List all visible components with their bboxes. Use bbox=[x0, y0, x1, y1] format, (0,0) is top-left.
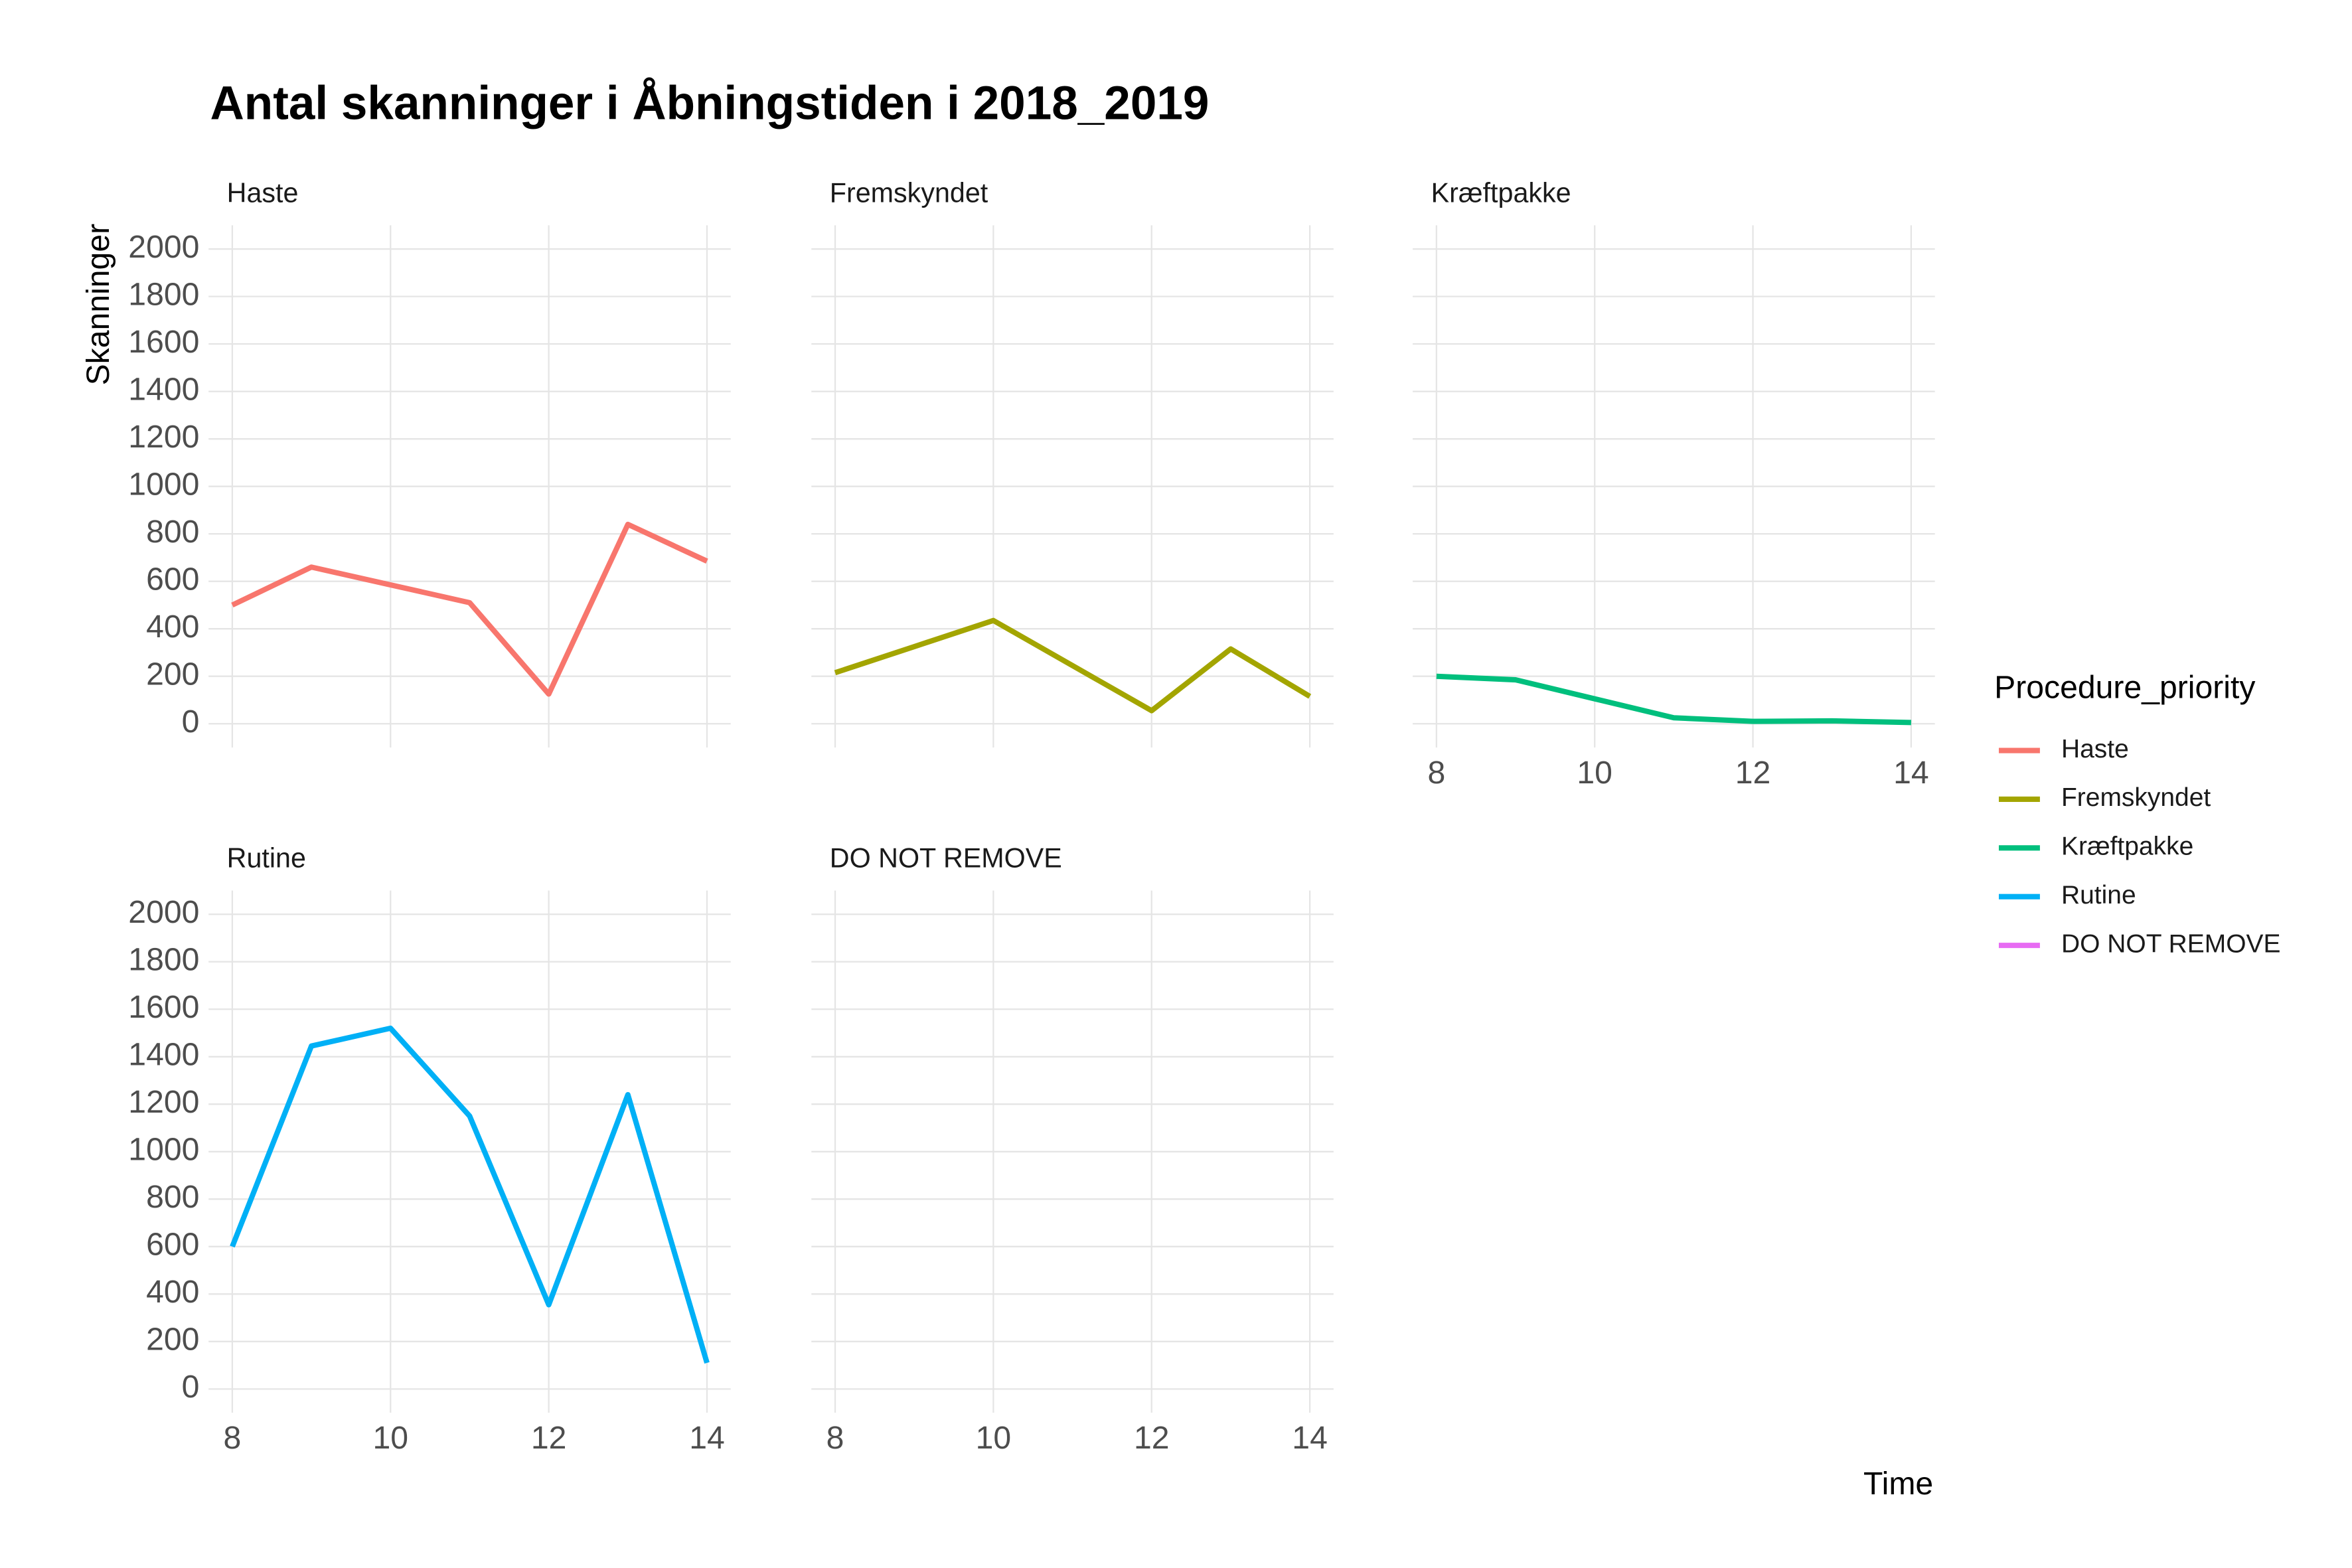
y-tick-label: 800 bbox=[146, 1179, 199, 1215]
y-tick-label: 1600 bbox=[128, 989, 199, 1025]
facet-label: Rutine bbox=[227, 843, 306, 874]
chart-title: Antal skanninger i Åbningstiden i 2018_2… bbox=[210, 77, 1209, 129]
facet-label: Haste bbox=[227, 177, 299, 208]
line bbox=[231, 521, 708, 697]
facet-label: Kræftpakke bbox=[1431, 177, 1571, 208]
y-tick-label: 1400 bbox=[128, 371, 199, 407]
facet-label: Fremskyndet bbox=[830, 177, 988, 208]
y-tick-label: 1200 bbox=[128, 1084, 199, 1120]
y-tick-label: 0 bbox=[182, 704, 200, 740]
y-tick-label: 2000 bbox=[128, 229, 199, 265]
legend-label: Haste bbox=[2061, 735, 2129, 763]
legend-title: Procedure_priority bbox=[1994, 670, 2255, 706]
x-tick-label: 8 bbox=[224, 1420, 242, 1456]
y-tick-label: 1800 bbox=[128, 276, 199, 312]
y-tick-label: 400 bbox=[146, 1274, 199, 1310]
legend-label: Fremskyndet bbox=[2061, 783, 2211, 812]
y-tick-label: 1000 bbox=[128, 1132, 199, 1168]
legend-label: Rutine bbox=[2061, 881, 2136, 909]
y-tick-label: 0 bbox=[182, 1369, 200, 1405]
x-tick-label: 14 bbox=[1893, 755, 1929, 791]
facet-label: DO NOT REMOVE bbox=[830, 843, 1062, 874]
x-tick-label: 10 bbox=[372, 1420, 408, 1456]
x-tick-label: 14 bbox=[1292, 1420, 1328, 1456]
y-tick-label: 1000 bbox=[128, 466, 199, 502]
x-tick-label: 8 bbox=[1427, 755, 1445, 791]
x-tick-label: 10 bbox=[1577, 755, 1612, 791]
y-tick-label: 800 bbox=[146, 514, 199, 550]
x-tick-label: 10 bbox=[976, 1420, 1012, 1456]
x-tick-label: 8 bbox=[826, 1420, 844, 1456]
y-tick-label: 400 bbox=[146, 609, 199, 645]
y-tick-label: 200 bbox=[146, 656, 199, 692]
line bbox=[1436, 673, 1911, 726]
y-axis-label: Skanninger bbox=[80, 224, 116, 386]
x-tick-label: 12 bbox=[1735, 755, 1771, 791]
legend-label: DO NOT REMOVE bbox=[2061, 929, 2281, 958]
x-tick-label: 14 bbox=[689, 1420, 725, 1456]
y-tick-label: 200 bbox=[146, 1322, 199, 1358]
line bbox=[834, 617, 1312, 714]
y-tick-label: 600 bbox=[146, 1227, 199, 1263]
y-tick-label: 1800 bbox=[128, 942, 199, 978]
y-tick-label: 600 bbox=[146, 561, 199, 597]
legend-label: Kræftpakke bbox=[2061, 832, 2193, 861]
y-tick-label: 1400 bbox=[128, 1037, 199, 1073]
x-axis-label: Time bbox=[1863, 1466, 1933, 1502]
y-tick-label: 2000 bbox=[128, 894, 199, 930]
y-tick-label: 1600 bbox=[128, 324, 199, 360]
x-tick-label: 12 bbox=[531, 1420, 567, 1456]
line bbox=[230, 1025, 710, 1364]
y-tick-label: 1200 bbox=[128, 419, 199, 455]
x-tick-label: 12 bbox=[1134, 1420, 1170, 1456]
